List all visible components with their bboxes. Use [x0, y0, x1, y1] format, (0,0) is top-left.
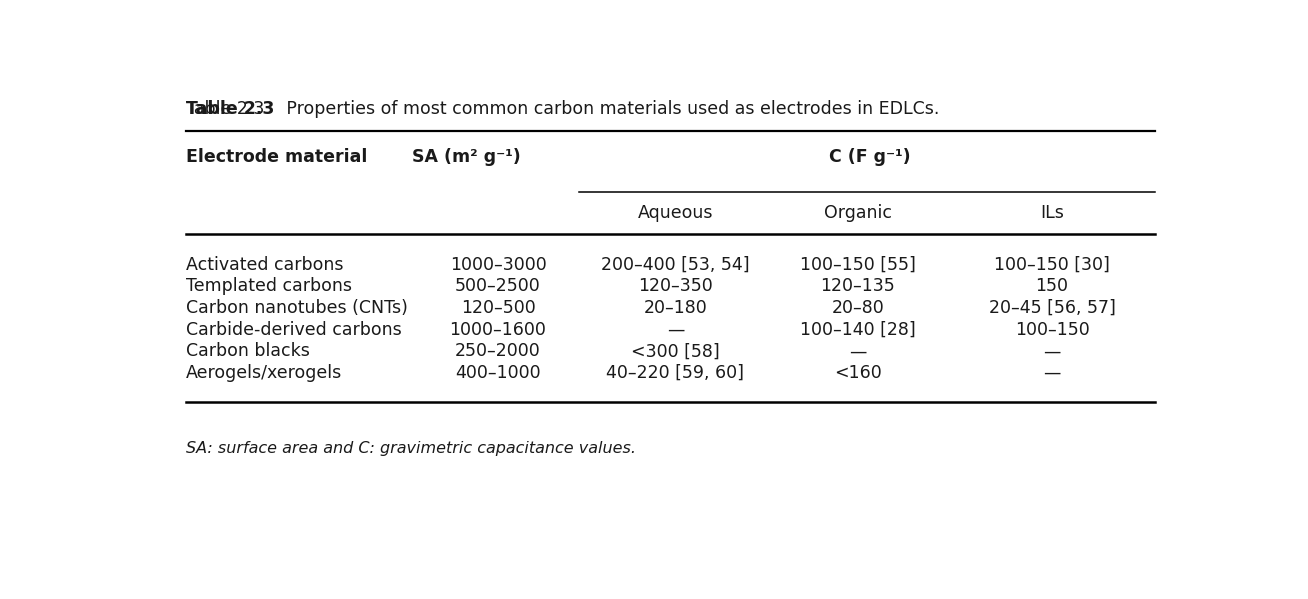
- Text: Aqueous: Aqueous: [638, 204, 713, 222]
- Text: ILs: ILs: [1040, 204, 1063, 222]
- Text: 100–140 [28]: 100–140 [28]: [800, 320, 916, 338]
- Text: Organic: Organic: [824, 204, 892, 222]
- Text: Aerogels/xerogels: Aerogels/xerogels: [186, 364, 343, 382]
- Text: C (F g⁻¹): C (F g⁻¹): [829, 148, 910, 166]
- Text: Table 2.3: Table 2.3: [186, 99, 275, 117]
- Text: 400–1000: 400–1000: [455, 364, 540, 382]
- Text: 100–150 [55]: 100–150 [55]: [800, 256, 916, 274]
- Text: <300 [58]: <300 [58]: [630, 343, 719, 361]
- Text: <160: <160: [835, 364, 882, 382]
- Text: Carbide-derived carbons: Carbide-derived carbons: [186, 320, 402, 338]
- Text: —: —: [1044, 343, 1061, 361]
- Text: Carbon nanotubes (CNTs): Carbon nanotubes (CNTs): [186, 299, 408, 317]
- Text: Templated carbons: Templated carbons: [186, 277, 352, 295]
- Text: 20–80: 20–80: [832, 299, 884, 317]
- Text: Electrode material: Electrode material: [186, 148, 368, 166]
- Text: 120–135: 120–135: [820, 277, 895, 295]
- Text: 100–150 [30]: 100–150 [30]: [994, 256, 1110, 274]
- Text: —: —: [667, 320, 684, 338]
- Text: 120–500: 120–500: [460, 299, 535, 317]
- Text: —: —: [1044, 364, 1061, 382]
- Text: 1000–3000: 1000–3000: [450, 256, 547, 274]
- Text: 20–180: 20–180: [644, 299, 708, 317]
- Text: 20–45 [56, 57]: 20–45 [56, 57]: [989, 299, 1116, 317]
- Text: 100–150: 100–150: [1015, 320, 1090, 338]
- Text: 120–350: 120–350: [638, 277, 713, 295]
- Text: Activated carbons: Activated carbons: [186, 256, 343, 274]
- Text: Table 2.3    Properties of most common carbon materials used as electrodes in ED: Table 2.3 Properties of most common carb…: [186, 99, 939, 117]
- Text: 40–220 [59, 60]: 40–220 [59, 60]: [607, 364, 744, 382]
- Text: Carbon blacks: Carbon blacks: [186, 343, 310, 361]
- Text: 250–2000: 250–2000: [455, 343, 542, 361]
- Text: 1000–1600: 1000–1600: [450, 320, 547, 338]
- Text: SA (m² g⁻¹): SA (m² g⁻¹): [412, 148, 521, 166]
- Text: SA: surface area and C: gravimetric capacitance values.: SA: surface area and C: gravimetric capa…: [186, 441, 636, 456]
- Text: 150: 150: [1036, 277, 1069, 295]
- Text: —: —: [849, 343, 867, 361]
- Text: 500–2500: 500–2500: [455, 277, 542, 295]
- Text: 200–400 [53, 54]: 200–400 [53, 54]: [602, 256, 749, 274]
